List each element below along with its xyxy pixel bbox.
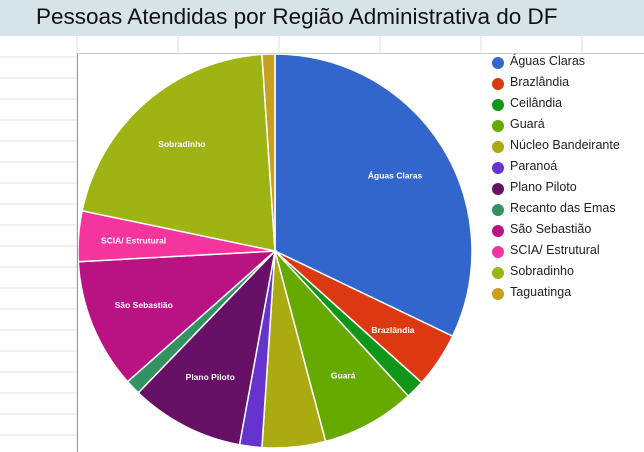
pie-slice-sobradinho[interactable] [81,54,276,252]
legend-label: Brazlândia [510,75,570,89]
legend-swatch-icon [492,246,504,258]
pie-slice-s-o-sebasti-o[interactable] [78,250,278,383]
legend-swatch-icon [492,162,504,174]
legend-swatch-icon [492,225,504,237]
slice-label: Brazlândia [371,325,414,335]
title-bar: Pessoas Atendidas por Região Administrat… [0,0,644,36]
chart-title: Pessoas Atendidas por Região Administrat… [36,4,558,29]
legend-label: São Sebastião [510,222,592,236]
legend-swatch-icon [492,99,504,111]
slice-label: SCIA/ Estrutural [101,235,166,245]
legend-swatch-icon [492,120,504,132]
legend-swatch-icon [492,141,504,153]
legend-swatch-icon [492,183,504,195]
pie-slice--guas-claras[interactable] [274,54,473,338]
legend-label: Taguatinga [510,285,572,299]
slice-label: Guará [331,370,356,380]
legend-label: Plano Piloto [510,180,577,194]
legend-label: Recanto das Emas [510,201,616,215]
legend-swatch-icon [492,57,504,69]
pie-slice-taguatinga[interactable] [261,54,276,252]
slice-label: Águas Claras [368,170,423,180]
pie-chart: Águas Claras Brazlândia Guará Plano Piloto S… [78,54,473,449]
legend-label: Núcleo Bandeirante [510,138,620,152]
pie-slice-plano-piloto[interactable] [137,248,277,446]
chart-area[interactable]: Águas Claras Brazlândia Guará Plano Piloto S… [77,53,644,452]
legend-swatch-icon [492,78,504,90]
legend-label: Águas Claras [510,54,586,68]
legend-label: Sobradinho [510,264,574,278]
pie-slice-guar-[interactable] [274,250,410,443]
slice-label: São Sebastião [115,300,173,310]
slice-label: Sobradinho [158,139,205,149]
legend-swatch-icon [492,288,504,300]
legend-label: Guará [510,117,545,131]
legend-label: SCIA/ Estrutural [510,243,600,257]
legend-label: Ceilândia [510,96,563,110]
slice-label: Plano Piloto [186,372,235,382]
legend-label: Paranoá [510,159,558,173]
legend-swatch-icon [492,267,504,279]
legend-swatch-icon [492,204,504,216]
